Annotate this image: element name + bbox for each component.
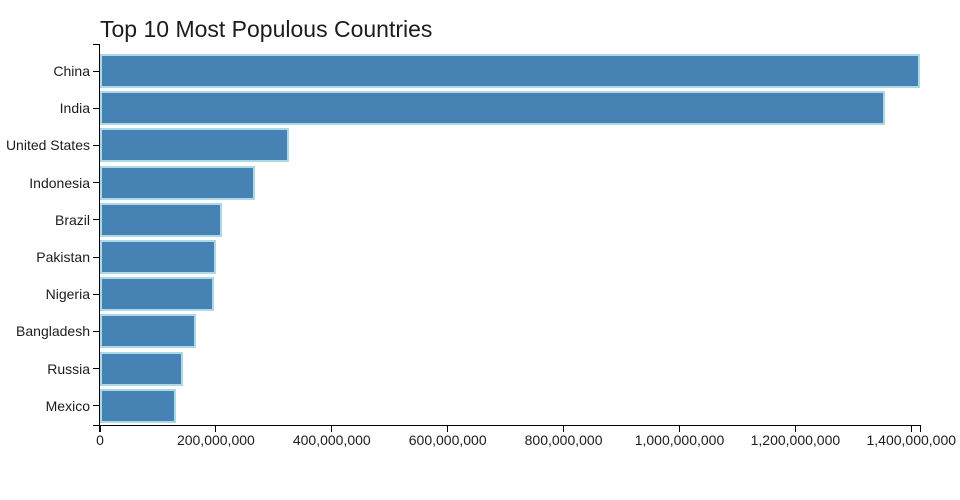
y-tick-label-united-states: United States bbox=[5, 137, 90, 154]
bar-united-states bbox=[100, 128, 290, 163]
y-axis-bottom-end-tick bbox=[93, 425, 99, 426]
y-tick-russia bbox=[93, 368, 100, 370]
plot-area: China India United States Indonesia Brazil Pa… bbox=[6, 44, 956, 448]
y-tick-label-india: India bbox=[59, 100, 90, 117]
bar-india bbox=[100, 91, 885, 126]
x-tick-200-000-000 bbox=[215, 426, 217, 432]
y-tick-mexico bbox=[93, 405, 100, 407]
y-tick-india bbox=[93, 107, 100, 109]
bar-china bbox=[100, 54, 920, 88]
y-tick-united-states bbox=[93, 144, 100, 146]
x-tick-label-200-000-000: 200,000,000 bbox=[176, 432, 255, 448]
bar-bangladesh bbox=[100, 314, 197, 349]
x-tick-label-1-200-000-000: 1,200,000,000 bbox=[750, 432, 841, 448]
bar-nigeria bbox=[100, 277, 214, 312]
y-tick-bangladesh bbox=[93, 330, 100, 332]
y-tick-pakistan bbox=[93, 256, 100, 258]
y-tick-brazil bbox=[93, 219, 100, 221]
y-tick-label-nigeria: Nigeria bbox=[45, 286, 90, 303]
y-tick-label-china: China bbox=[53, 63, 90, 79]
y-tick-label-mexico: Mexico bbox=[45, 397, 90, 414]
bar-brazil bbox=[100, 202, 223, 237]
x-tick-800-000-000 bbox=[563, 426, 565, 432]
bar-mexico bbox=[100, 388, 176, 423]
x-tick-label-1-000-000-000: 1,000,000,000 bbox=[634, 432, 725, 448]
x-tick-1-000-000-000 bbox=[678, 426, 680, 432]
y-tick-nigeria bbox=[93, 293, 100, 295]
y-tick-label-indonesia: Indonesia bbox=[29, 174, 90, 191]
bar-russia bbox=[100, 351, 184, 386]
y-tick-label-brazil: Brazil bbox=[54, 211, 90, 228]
x-tick-label-800-000-000: 800,000,000 bbox=[524, 432, 603, 448]
x-tick-1-200-000-000 bbox=[794, 426, 796, 432]
x-tick-label-0: 0 bbox=[96, 432, 104, 448]
x-axis-line bbox=[99, 425, 921, 426]
x-tick-label-400-000-000: 400,000,000 bbox=[292, 432, 371, 448]
x-tick-0 bbox=[99, 426, 101, 432]
y-axis-line bbox=[99, 44, 100, 426]
x-tick-400-000-000 bbox=[331, 426, 333, 432]
y-tick-indonesia bbox=[93, 182, 100, 184]
bar-pakistan bbox=[100, 240, 217, 274]
bar-indonesia bbox=[100, 165, 255, 200]
x-tick-1-400-000-000 bbox=[910, 426, 912, 432]
y-tick-label-bangladesh: Bangladesh bbox=[16, 323, 90, 340]
x-axis-right-end-tick bbox=[919, 426, 921, 432]
y-tick-label-pakistan: Pakistan bbox=[36, 249, 90, 265]
chart-title: Top 10 Most Populous Countries bbox=[100, 16, 433, 42]
x-tick-label-1-400-000-000: 1,400,000,000 bbox=[866, 432, 957, 448]
y-tick-label-russia: Russia bbox=[47, 360, 90, 377]
x-tick-600-000-000 bbox=[447, 426, 449, 432]
y-tick-china bbox=[93, 70, 100, 72]
x-tick-label-600-000-000: 600,000,000 bbox=[408, 432, 487, 448]
y-axis-top-end-tick bbox=[93, 44, 99, 45]
